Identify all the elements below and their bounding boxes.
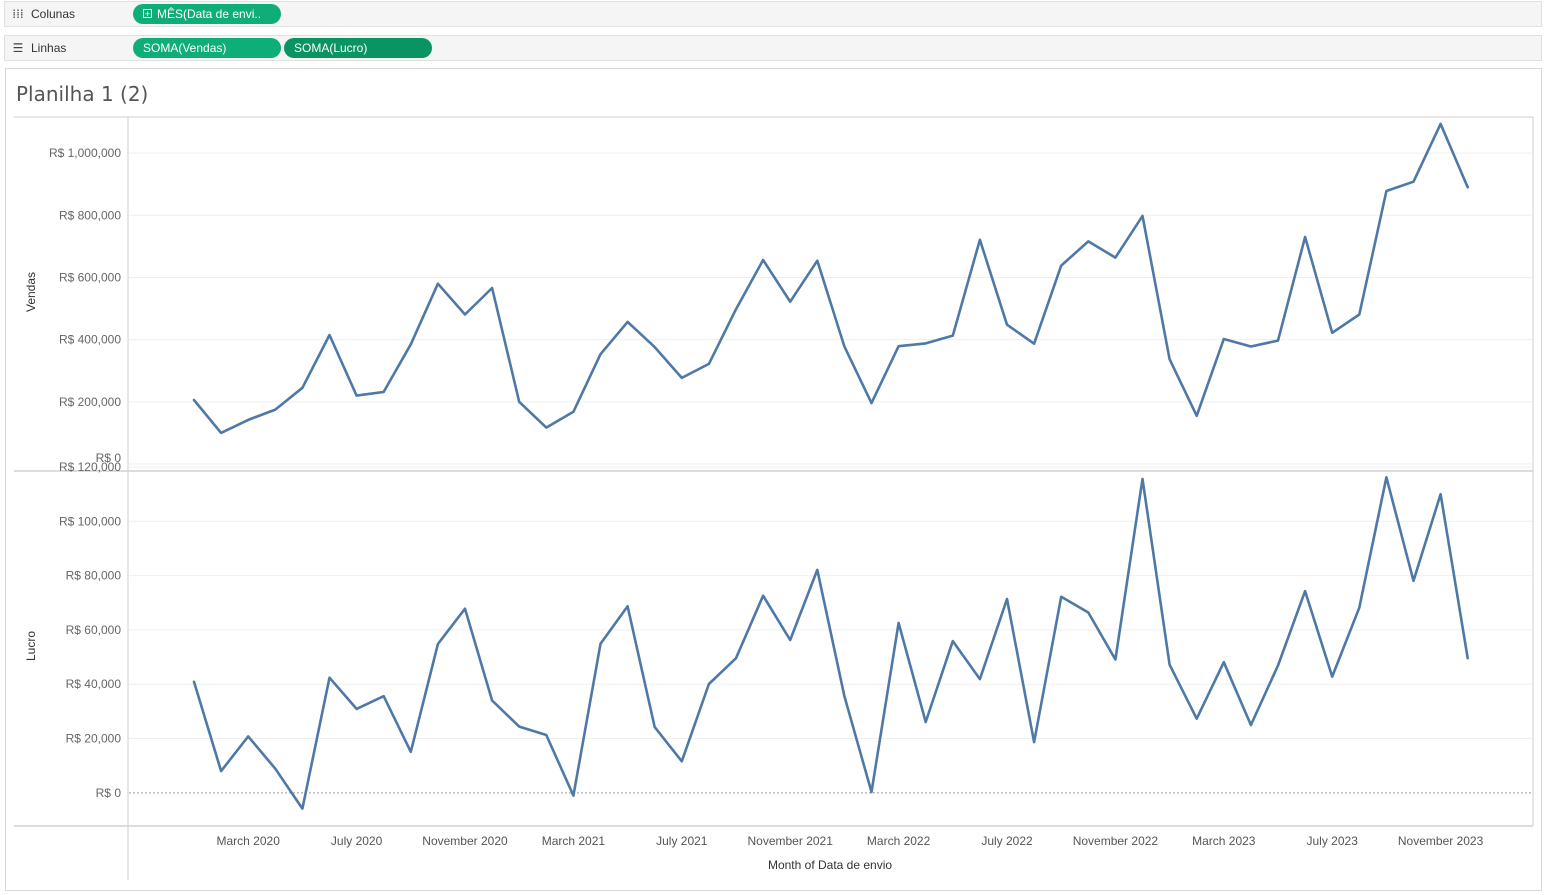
vendas-y-tick-label: R$ 400,000	[59, 333, 121, 347]
series-lines	[192, 122, 1469, 810]
x-axis-title: Month of Data de envio	[768, 858, 892, 872]
x-tick-label: March 2020	[217, 834, 281, 848]
rows-label: Linhas	[31, 41, 67, 55]
x-tick-label: November 2022	[1073, 834, 1159, 848]
x-tick-label: July 2021	[656, 834, 708, 848]
x-tick-label: March 2021	[542, 834, 606, 848]
x-tick-labels: March 2020 July 2020 November 2020 March 20…	[217, 834, 1484, 848]
x-tick-label: November 2021	[748, 834, 834, 848]
month-date-pill[interactable]: + MÊS(Data de envi..	[133, 4, 281, 24]
month-date-pill-label: MÊS(Data de envi..	[157, 7, 262, 21]
x-tick-label: March 2023	[1192, 834, 1256, 848]
lucro-y-tick-label: R$ 80,000	[66, 569, 122, 583]
x-tick-label: July 2020	[331, 834, 383, 848]
lucro-axis-title: Lucro	[24, 631, 38, 661]
columns-label: Colunas	[31, 7, 76, 21]
vendas-y-tick-label: R$ 1,000,000	[49, 146, 121, 160]
sum-lucro-pill[interactable]: SOMA(Lucro)	[284, 38, 432, 58]
x-tick-label: July 2022	[981, 834, 1033, 848]
x-tick-label: July 2023	[1307, 834, 1359, 848]
vendas-y-tick-label: R$ 800,000	[59, 208, 121, 222]
lucro-y-tick-label: R$ 60,000	[66, 623, 122, 637]
expand-icon[interactable]: +	[143, 9, 152, 20]
vendas-series-line[interactable]	[192, 122, 1469, 435]
rows-shelf-label-group: ☰ Linhas	[11, 36, 67, 60]
x-tick-label: November 2023	[1398, 834, 1484, 848]
vendas-y-tick-label: R$ 200,000	[59, 395, 121, 409]
y-tick-labels: R$ 0 R$ 200,000 R$ 400,000 R$ 600,000 R$ 800…	[49, 146, 121, 800]
vendas-axis-title: Vendas	[24, 272, 38, 312]
x-tick-label: November 2020	[422, 834, 508, 848]
lucro-y-tick-label: R$ 120,000	[59, 460, 121, 474]
rows-shelf[interactable]: ☰ Linhas SOMA(Vendas) SOMA(Lucro)	[4, 35, 1542, 61]
lucro-y-tick-label: R$ 0	[96, 786, 122, 800]
sum-vendas-pill[interactable]: SOMA(Vendas)	[133, 38, 281, 58]
vendas-y-tick-label: R$ 0	[96, 451, 122, 465]
columns-shelf[interactable]: ⁞⁞⁞ Colunas + MÊS(Data de envi..	[4, 1, 1542, 27]
lucro-y-tick-label: R$ 40,000	[66, 677, 122, 691]
rows-icon: ☰	[12, 41, 24, 55]
columns-icon: ⁞⁞⁞	[12, 7, 24, 21]
lucro-series-line[interactable]	[192, 475, 1469, 810]
sum-lucro-pill-label: SOMA(Lucro)	[294, 41, 368, 55]
x-tick-label: March 2022	[867, 834, 931, 848]
vendas-y-tick-label: R$ 600,000	[59, 270, 121, 284]
columns-shelf-label-group: ⁞⁞⁞ Colunas	[11, 2, 75, 26]
sheet-title: Planilha 1 (2)	[16, 82, 149, 106]
gridlines	[129, 152, 1532, 794]
lucro-y-tick-label: R$ 20,000	[66, 732, 122, 746]
lucro-y-tick-label: R$ 100,000	[59, 514, 121, 528]
sum-vendas-pill-label: SOMA(Vendas)	[143, 41, 227, 55]
